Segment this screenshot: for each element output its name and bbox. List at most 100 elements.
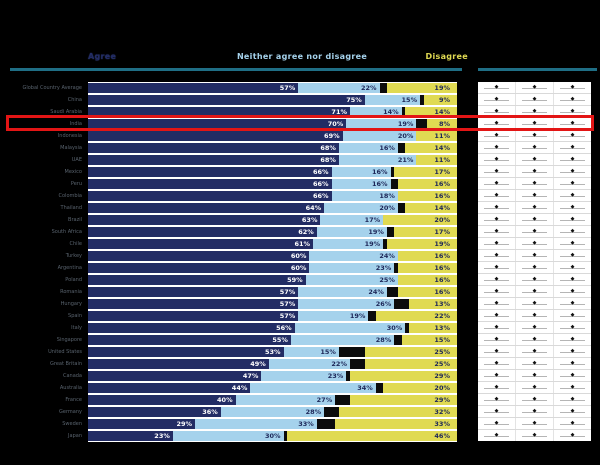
range-track — [483, 423, 510, 425]
range-track — [483, 291, 510, 293]
bar-row: 69% 20% 11% — [88, 130, 457, 142]
table-row: ◆ ◆ ◆ — [478, 430, 591, 441]
country-label: Great Britain — [50, 361, 82, 367]
table-cell: ◆ — [516, 274, 554, 285]
diamond-marker-icon: ◆ — [494, 192, 499, 198]
country-label: Hungary — [60, 301, 82, 307]
diamond-marker-icon: ◆ — [532, 84, 537, 90]
diamond-marker-icon: ◆ — [570, 252, 575, 258]
country-label: Turkey — [65, 253, 82, 259]
bar-segment-disagree: 33% — [335, 419, 457, 429]
bar-segment-disagree: 15% — [401, 335, 457, 345]
table-header-bar — [487, 74, 506, 78]
bar-segment-no-answer — [394, 335, 402, 345]
bar-segment-neutral: 24% — [309, 251, 398, 261]
bar-segment-no-answer — [401, 107, 406, 117]
range-track — [559, 363, 586, 365]
diamond-marker-icon: ◆ — [570, 432, 575, 438]
diamond-marker-icon: ◆ — [494, 204, 499, 210]
bar-row: 75% 15% 9% — [88, 94, 457, 106]
table-cell: ◆ — [478, 346, 516, 357]
diamond-marker-icon: ◆ — [532, 264, 537, 270]
diamond-marker-icon: ◆ — [494, 420, 499, 426]
table-cell: ◆ — [478, 130, 516, 141]
range-track — [521, 387, 548, 389]
bar-segment-disagree: 16% — [397, 179, 457, 189]
table-cell: ◆ — [554, 322, 591, 333]
bar-segment-agree: 57% — [88, 83, 299, 93]
diamond-marker-icon: ◆ — [494, 324, 499, 330]
range-track — [559, 327, 586, 329]
country-label: Singapore — [56, 337, 82, 343]
bar-row: 66% 18% 16% — [88, 190, 457, 202]
bar-segment-neutral: 22% — [268, 359, 350, 369]
legend-disagree-label: Disagree — [425, 52, 468, 61]
bar-segment-disagree: 13% — [409, 299, 457, 309]
range-track — [559, 255, 586, 257]
country-label: Australia — [59, 385, 82, 391]
table-row: ◆ ◆ ◆ — [478, 274, 591, 285]
country-label: Canada — [62, 373, 82, 379]
table-cell: ◆ — [516, 154, 554, 165]
chart-divider-rule — [10, 68, 462, 71]
diamond-marker-icon: ◆ — [532, 312, 537, 318]
diamond-marker-icon: ◆ — [532, 228, 537, 234]
bar-segment-agree: 61% — [88, 239, 314, 249]
bar-segment-neutral: 26% — [298, 299, 395, 309]
table-cell: ◆ — [554, 394, 591, 405]
table-cell: ◆ — [478, 250, 516, 261]
diamond-marker-icon: ◆ — [570, 408, 575, 414]
bar-segment-no-answer — [397, 203, 406, 213]
bar-segment-disagree: 11% — [416, 131, 457, 141]
diamond-marker-icon: ◆ — [494, 228, 499, 234]
table-cell: ◆ — [554, 82, 591, 93]
table-cell: ◆ — [554, 178, 591, 189]
bar-segment-no-answer — [405, 323, 409, 333]
table-cell: ◆ — [554, 250, 591, 261]
diamond-marker-icon: ◆ — [494, 288, 499, 294]
bar-segment-disagree: 13% — [409, 323, 457, 333]
diamond-marker-icon: ◆ — [532, 300, 537, 306]
table-cell: ◆ — [516, 382, 554, 393]
bar-segment-agree: 59% — [88, 275, 306, 285]
table-cell: ◆ — [478, 202, 516, 213]
legend-neutral-label: Neither agree nor disagree — [236, 52, 368, 61]
bar-segment-no-answer — [416, 119, 428, 129]
diamond-marker-icon: ◆ — [570, 168, 575, 174]
range-track — [559, 147, 586, 149]
table-row: ◆ ◆ ◆ — [478, 202, 591, 213]
bar-segment-disagree: 17% — [394, 167, 457, 177]
range-track — [521, 339, 548, 341]
bar-segment-disagree: 16% — [397, 251, 457, 261]
table-cell: ◆ — [554, 310, 591, 321]
range-track — [483, 255, 510, 257]
diamond-marker-icon: ◆ — [494, 216, 499, 222]
range-track — [559, 243, 586, 245]
bar-segment-disagree: 20% — [383, 215, 457, 225]
bar-segment-agree: 60% — [88, 251, 310, 261]
table-cell: ◆ — [478, 142, 516, 153]
range-track — [483, 411, 510, 413]
diamond-marker-icon: ◆ — [494, 96, 499, 102]
table-row: ◆ ◆ ◆ — [478, 382, 591, 393]
table-cell: ◆ — [554, 418, 591, 429]
diamond-marker-icon: ◆ — [532, 96, 537, 102]
range-track — [483, 183, 510, 185]
bar-segment-disagree: 14% — [405, 203, 457, 213]
table-cell: ◆ — [554, 226, 591, 237]
table-cell: ◆ — [478, 274, 516, 285]
table-row: ◆ ◆ ◆ — [478, 250, 591, 261]
bar-segment-no-answer — [383, 239, 387, 249]
table-cell: ◆ — [478, 310, 516, 321]
table-cell: ◆ — [478, 238, 516, 249]
bar-segment-neutral: 24% — [298, 287, 387, 297]
table-row: ◆ ◆ ◆ — [478, 154, 591, 165]
bar-segment-agree: 63% — [88, 215, 321, 225]
range-track — [483, 339, 510, 341]
diamond-marker-icon: ◆ — [494, 336, 499, 342]
table-cell: ◆ — [516, 418, 554, 429]
range-track — [483, 435, 510, 437]
country-label: Italy — [71, 325, 82, 331]
bar-row: 49% 22% 25% — [88, 358, 457, 370]
table-cell: ◆ — [554, 358, 591, 369]
